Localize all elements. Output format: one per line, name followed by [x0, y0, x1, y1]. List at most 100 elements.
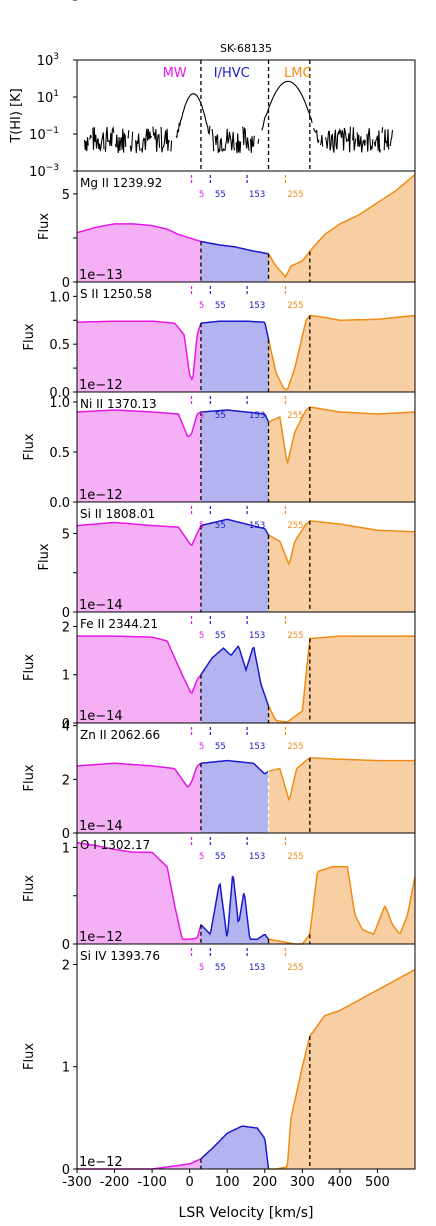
area-lmc-ni2 — [268, 407, 415, 502]
marker-label-mg2-1: 55 — [215, 190, 226, 200]
xtick-label-1: -200 — [100, 1175, 130, 1190]
scale-label-ni2: 1e−12 — [79, 488, 123, 503]
marker-label-ni2-3: 255 — [287, 411, 303, 421]
marker-label-si2-3: 255 — [287, 521, 303, 531]
ion-label-c4: C IV 1550.78 — [80, 0, 157, 3]
marker-label-fe2-1: 55 — [215, 631, 226, 641]
marker-label-s2-3: 255 — [287, 301, 303, 311]
marker-label-mg2-2: 153 — [249, 190, 265, 200]
marker-label-ni2-0: 5 — [199, 411, 204, 421]
marker-label-c4-2: 153 — [249, 0, 265, 3]
xtick-label-8: 500 — [365, 1175, 390, 1190]
marker-label-s2-2: 153 — [249, 301, 265, 311]
xtick-label-6: 300 — [290, 1175, 315, 1190]
ytick-label-fe2: 1 — [62, 669, 70, 684]
marker-label-mg2-3: 255 — [287, 190, 303, 200]
ion-label-fe2: Fe II 2344.21 — [80, 617, 158, 631]
marker-label-ni2-2: 153 — [249, 411, 265, 421]
marker-label-o1-1: 55 — [215, 852, 226, 862]
ytick-label-mg2: 0 — [62, 276, 70, 291]
area-mw-ni2 — [77, 410, 201, 502]
scale-label-c4: 1e−12 — [79, 0, 123, 4]
label-lmc: LMC — [284, 66, 312, 81]
ytick-label-si2: 0 — [62, 606, 70, 621]
area-ihvc-mg2 — [200, 241, 269, 282]
ytick-label-ni2: 0.0 — [49, 496, 70, 511]
area-ihvc-ni2 — [200, 410, 269, 502]
marker-label-c4-1: 55 — [215, 0, 226, 3]
area-mw-si4 — [77, 1158, 201, 1169]
ytick-label-s2: 1.0 — [49, 290, 70, 305]
line-lmc-zn2 — [268, 757, 415, 802]
scale-label-si4: 1e−12 — [79, 1155, 123, 1170]
marker-label-c4-3: 255 — [287, 0, 303, 3]
line-lmc-s2 — [267, 314, 416, 391]
scale-label-fe2: 1e−14 — [79, 709, 123, 724]
line-mw-si2 — [76, 521, 202, 547]
ytick-label-o1: 1 — [62, 841, 70, 856]
marker-label-fe2-3: 255 — [287, 631, 303, 641]
marker-label-si4-1: 55 — [215, 963, 226, 973]
ytick-label-c4: 1 — [62, 0, 70, 4]
hi-spectrum-line — [83, 80, 394, 154]
line-mw-ni2 — [76, 409, 202, 438]
scale-label-o1: 1e−12 — [79, 930, 123, 945]
scale-label-zn2: 1e−14 — [79, 819, 123, 834]
ytick-label-o1: 0 — [62, 938, 70, 953]
area-ihvc-zn2 — [200, 760, 269, 833]
ytick-label-fe2: 2 — [62, 620, 70, 635]
ytick-label-si2: 5 — [62, 527, 70, 542]
xtick-label-3: 0 — [186, 1175, 194, 1190]
flux-ylabel-s2: Flux — [22, 323, 37, 350]
scale-label-si2: 1e−14 — [79, 598, 123, 613]
ytick-label-si4: 2 — [62, 958, 70, 973]
ion-label-mg2: Mg II 1239.92 — [80, 176, 162, 190]
flux-ylabel-fe2: Flux — [22, 654, 37, 681]
marker-label-fe2-2: 153 — [249, 631, 265, 641]
area-ihvc-si2 — [200, 519, 269, 612]
line-lmc-mg2 — [267, 173, 416, 279]
area-lmc-o1 — [268, 866, 415, 944]
ion-label-si2: Si II 1808.01 — [80, 507, 155, 521]
area-mw-mg2 — [77, 223, 201, 282]
line-lmc-ni2 — [268, 406, 416, 466]
line-lmc-fe2 — [267, 635, 415, 723]
ytick-label-si4: 0 — [62, 1163, 70, 1178]
line-ihvc-zn2 — [200, 759, 269, 775]
marker-label-si2-0: 5 — [199, 521, 204, 531]
hi-ytick-label: 10−1 — [29, 126, 59, 143]
ytick-label-zn2: 2 — [62, 773, 70, 788]
line-ihvc-si4 — [200, 1125, 270, 1170]
ytick-label-si4: 1 — [62, 1061, 70, 1076]
area-lmc-si2 — [268, 520, 415, 612]
area-ihvc-fe2 — [200, 646, 269, 723]
area-mw-s2 — [77, 321, 201, 392]
area-ihvc-s2 — [200, 321, 269, 392]
marker-label-s2-1: 55 — [215, 301, 226, 311]
x-axis-label: LSR Velocity [km/s] — [179, 1205, 314, 1221]
flux-ylabel-o1: Flux — [22, 875, 37, 902]
area-lmc-si4 — [268, 969, 415, 1169]
ytick-label-ni2: 1.0 — [49, 396, 70, 411]
marker-label-o1-2: 153 — [249, 852, 265, 862]
ytick-label-s2: 0.0 — [49, 386, 70, 401]
ytick-label-c4: 2 — [62, 0, 70, 4]
flux-ylabel-zn2: Flux — [22, 764, 37, 791]
ytick-label-c4: 0 — [62, 0, 70, 4]
line-lmc-si4 — [268, 968, 416, 1170]
ion-label-si4: Si IV 1393.76 — [80, 949, 160, 963]
xtick-label-5: 200 — [252, 1175, 277, 1190]
line-ihvc-fe2 — [200, 644, 270, 707]
label-ihvc: I/HVC — [214, 66, 250, 81]
marker-label-fe2-0: 5 — [199, 631, 204, 641]
marker-label-zn2-3: 255 — [287, 742, 303, 752]
figure-title: SK-68135 — [220, 42, 272, 55]
marker-label-si4-3: 255 — [287, 963, 303, 973]
